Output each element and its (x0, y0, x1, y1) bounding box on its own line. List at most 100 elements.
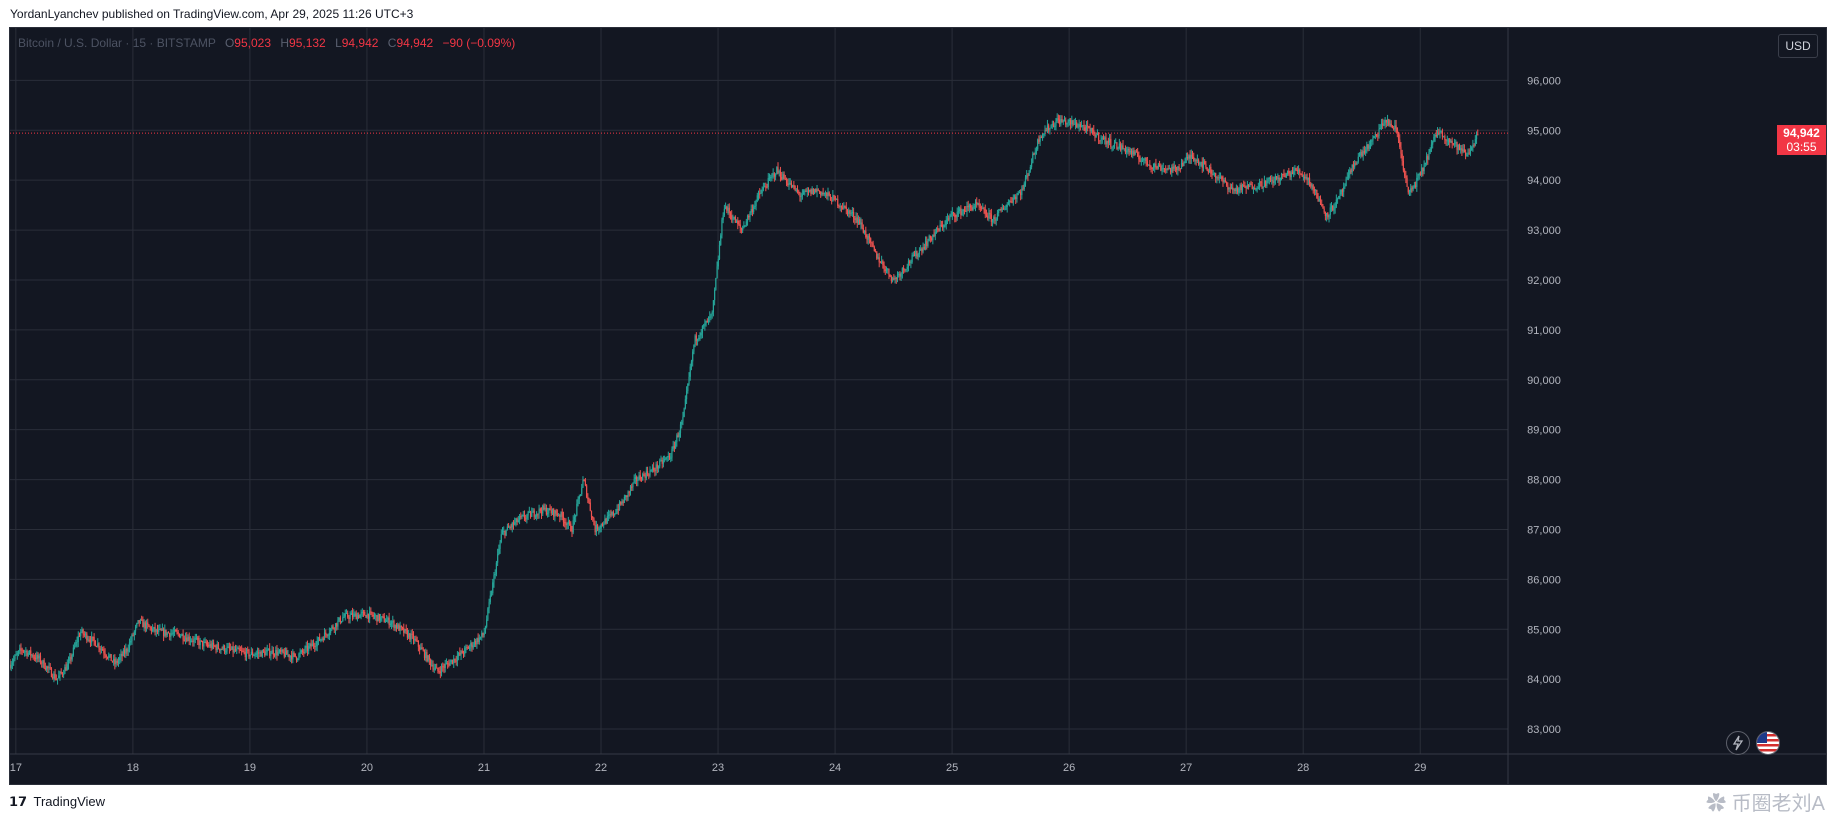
candle-body (843, 205, 845, 209)
candle-body (727, 207, 729, 211)
candle-body (1291, 172, 1294, 175)
candle-body (1274, 176, 1277, 181)
candle-body (1009, 201, 1011, 203)
candle-body (1095, 135, 1097, 138)
candlestick-chart[interactable]: 83,000 84,000 85,000 86,000 87,000 88,000 89,0… (10, 28, 1826, 784)
candle-body (1146, 161, 1148, 166)
candle-body (553, 509, 555, 517)
candle-body (1116, 142, 1118, 149)
candle-body (912, 254, 914, 256)
candle-body (532, 510, 534, 513)
candle-body (952, 212, 955, 214)
candle-body (1104, 137, 1106, 140)
candle-body (1235, 187, 1237, 192)
candle-body (1327, 212, 1329, 218)
lightning-icon[interactable] (1726, 731, 1750, 755)
candle-body (1263, 180, 1266, 187)
currency-button[interactable]: USD (1778, 34, 1818, 58)
candle-body (778, 171, 780, 173)
candle-body (410, 633, 412, 640)
candle-body (933, 234, 935, 236)
candle-body (261, 650, 263, 657)
candle-body (761, 189, 763, 193)
candle-body (576, 503, 578, 516)
candle-body (1345, 178, 1347, 187)
candle-body (93, 637, 95, 641)
candle-body (443, 667, 445, 669)
candle-body (881, 261, 883, 264)
candle-body (733, 216, 735, 220)
candle-body (110, 654, 112, 661)
candle-body (1062, 120, 1064, 122)
candle-body (15, 654, 17, 656)
candle-body (907, 261, 910, 267)
candle-body (554, 510, 556, 517)
x-tick-label: 26 (1063, 762, 1075, 774)
candle-body (1276, 176, 1278, 179)
y-tick-label: 83,000 (1527, 724, 1561, 736)
candle-body (284, 650, 287, 657)
candle-body (206, 644, 209, 646)
candle-body (1455, 142, 1457, 144)
candle-body (255, 653, 257, 655)
candle-body (484, 626, 487, 634)
candle-body (1100, 139, 1102, 141)
candle-body (80, 632, 82, 637)
candle-body (331, 626, 333, 629)
candle-body (356, 615, 359, 620)
candle-body (682, 416, 684, 422)
candle-body (670, 457, 672, 459)
candle-body (525, 518, 527, 520)
candle-body (754, 205, 756, 207)
candle-body (448, 663, 450, 666)
candle-body (1316, 189, 1318, 199)
candle-body (297, 659, 299, 661)
symbol-name: Bitcoin / U.S. Dollar · 15 · BITSTAMP (18, 36, 216, 50)
candle-body (666, 456, 668, 458)
candle-body (59, 671, 61, 676)
candle-body (1102, 137, 1105, 140)
chart-panel[interactable]: 83,000 84,000 85,000 86,000 87,000 88,000 89,0… (9, 27, 1827, 785)
candle-body (273, 654, 276, 656)
candle-body (1477, 134, 1479, 136)
candle-body (728, 207, 730, 214)
candle-body (1374, 134, 1376, 137)
candle-body (595, 525, 597, 533)
x-tick-label: 27 (1180, 762, 1192, 774)
candle-body (258, 652, 260, 654)
symbol-legend[interactable]: Bitcoin / U.S. Dollar · 15 · BITSTAMP O9… (18, 36, 515, 50)
us-flag-icon[interactable] (1756, 731, 1780, 755)
candle-body (453, 658, 455, 664)
candle-body (61, 673, 64, 675)
candle-body (183, 639, 185, 641)
candle-body (735, 220, 738, 223)
tradingview-footer[interactable]: 𝟭𝟳 TradingView (9, 794, 105, 810)
candle-body (143, 622, 145, 628)
candle-body (1113, 142, 1116, 146)
candle-body (1119, 143, 1122, 150)
candle-body (354, 613, 356, 615)
candle-body (351, 613, 354, 618)
candle-body (1402, 160, 1405, 171)
candle-body (260, 651, 262, 657)
candle-body (1017, 193, 1019, 195)
candle-body (1352, 164, 1355, 168)
candle-body (1323, 208, 1325, 213)
candle-body (560, 511, 562, 517)
author-name[interactable]: YordanLyanchev (10, 7, 99, 21)
candle-body (188, 636, 190, 641)
publish-caption: YordanLyanchev published on TradingView.… (10, 7, 413, 21)
candle-body (181, 634, 183, 636)
candle-body (789, 182, 791, 184)
candle-body (1295, 168, 1297, 170)
bar-countdown: 03:55 (1786, 140, 1817, 155)
candle-body (656, 464, 658, 469)
candle-body (1361, 151, 1363, 156)
candle-body (232, 646, 234, 653)
candle-body (1258, 181, 1261, 188)
candle-body (1044, 130, 1046, 134)
candle-body (593, 518, 595, 525)
candle-body (1200, 161, 1202, 164)
candle-body (890, 276, 892, 281)
candle-body (33, 657, 35, 659)
